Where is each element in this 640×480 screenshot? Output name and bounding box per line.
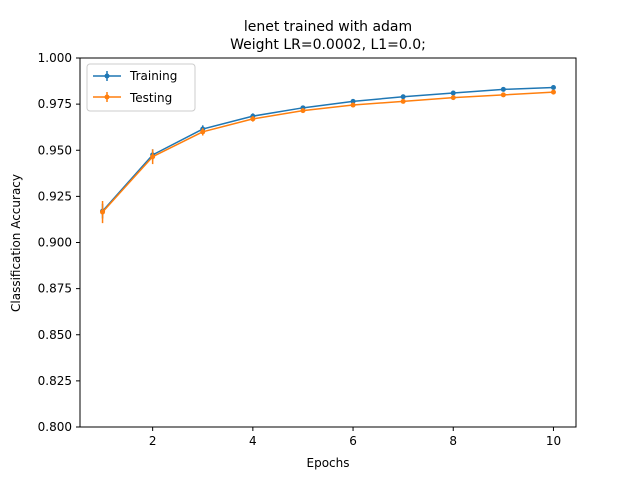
y-tick-label: 0.825 <box>38 374 72 388</box>
y-tick-label: 1.000 <box>38 51 72 65</box>
y-tick-label: 0.875 <box>38 282 72 296</box>
series-testing <box>100 89 556 224</box>
data-point <box>450 95 456 101</box>
data-point <box>550 85 556 91</box>
x-tick-label: 8 <box>449 434 457 448</box>
legend-label-training: Training <box>129 69 177 83</box>
chart-title-line-1: lenet trained with adam <box>244 19 412 35</box>
y-tick-label: 0.850 <box>38 328 72 342</box>
legend-marker-testing <box>104 94 110 100</box>
series-line-training <box>101 86 554 212</box>
y-axis-label: Classification Accuracy <box>9 174 23 312</box>
data-point <box>300 108 306 114</box>
data-point <box>550 89 556 95</box>
y-tick-label: 0.900 <box>38 236 72 250</box>
data-point <box>450 90 456 96</box>
series-line-testing <box>101 91 554 213</box>
y-tick-label: 0.800 <box>38 420 72 434</box>
data-point <box>350 98 356 104</box>
x-tick-label: 10 <box>546 434 561 448</box>
legend-label-testing: Testing <box>129 91 172 105</box>
legend-marker-training <box>104 73 110 79</box>
data-point <box>150 154 156 160</box>
data-point <box>250 116 256 122</box>
y-tick-label: 0.925 <box>38 189 72 203</box>
data-point <box>500 92 506 98</box>
x-tick-label: 2 <box>149 434 157 448</box>
data-point <box>400 98 406 104</box>
y-tick-label: 0.975 <box>38 97 72 111</box>
legend: Training Testing <box>86 63 196 112</box>
x-tick-label: 6 <box>349 434 357 448</box>
x-axis-label: Epochs <box>307 456 350 470</box>
data-point <box>500 86 506 92</box>
data-point <box>100 209 106 215</box>
chart-title-line-2: Weight LR=0.0002, L1=0.0; <box>230 37 426 53</box>
data-point <box>400 94 406 100</box>
x-tick-label: 4 <box>249 434 257 448</box>
plot-area: 2 4 6 8 10 0.800 0.825 0.850 0.875 0.900 0.925 0.95… <box>38 51 577 448</box>
y-tick-label: 0.950 <box>38 143 72 157</box>
data-point <box>350 102 356 108</box>
data-point <box>200 129 206 135</box>
